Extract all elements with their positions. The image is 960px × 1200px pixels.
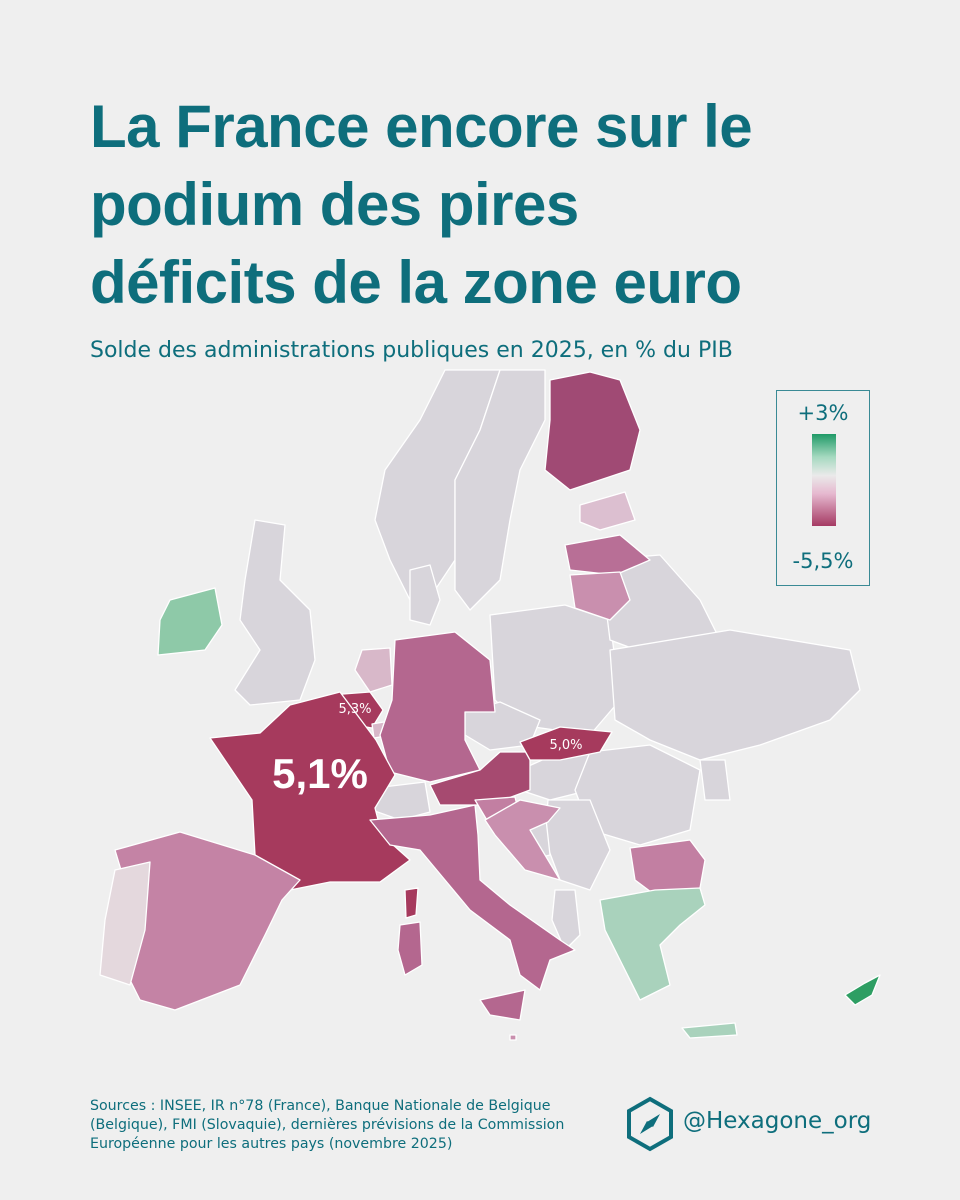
country-austria	[429, 751, 531, 806]
country-finland	[544, 371, 641, 491]
legend-max-label: +3%	[797, 401, 849, 425]
country-sicily	[479, 989, 526, 1021]
compass-hexagon-icon	[627, 1096, 673, 1152]
title-line-3: déficits de la zone euro	[90, 249, 742, 316]
country-greece	[599, 887, 706, 1001]
country-crete	[681, 1022, 738, 1039]
country-corsica	[404, 887, 419, 919]
sources-line-3: Européenne pour les autres pays (novembr…	[90, 1136, 453, 1152]
country-malta	[509, 1034, 517, 1041]
country-italy	[369, 804, 576, 991]
country-croatia	[484, 799, 561, 881]
europe-map: 5,1% 5,3% 5,0%	[99, 369, 881, 1041]
country-ukraine	[609, 629, 861, 761]
sources-line-1: Sources : INSEE, IR n°78 (France), Banqu…	[90, 1098, 551, 1114]
label-slovakia: 5,0%	[549, 738, 582, 753]
page-title: La France encore sur le podium des pires…	[90, 88, 890, 322]
sources-note: Sources : INSEE, IR n°78 (France), Banqu…	[90, 1097, 610, 1154]
country-sardinia	[397, 921, 423, 976]
color-legend: +3% -5,5%	[776, 390, 870, 586]
country-portugal	[99, 861, 151, 986]
country-moldova	[699, 759, 731, 801]
country-bulgaria	[629, 839, 706, 896]
brand-handle: @Hexagone_org	[683, 1108, 872, 1134]
label-belgium: 5,3%	[338, 702, 371, 717]
label-france: 5,1%	[272, 750, 368, 797]
country-estonia	[579, 491, 636, 531]
country-sweden	[454, 369, 546, 611]
legend-color-scale	[812, 434, 836, 526]
country-latvia	[564, 534, 651, 576]
country-netherlands	[354, 647, 393, 693]
sources-line-2: (Belgique), FMI (Slovaquie), dernières p…	[90, 1117, 565, 1133]
country-ireland	[157, 587, 223, 656]
country-germany	[379, 631, 496, 783]
legend-min-label: -5,5%	[792, 549, 854, 573]
country-slovakia	[519, 726, 613, 761]
title-line-1: La France encore sur le	[90, 93, 753, 160]
country-uk	[234, 519, 316, 706]
country-denmark	[409, 564, 441, 626]
title-line-2: podium des pires	[90, 171, 579, 238]
country-albania	[551, 889, 581, 951]
country-lithuania	[569, 571, 631, 621]
country-romania	[574, 744, 701, 846]
subtitle: Solde des administrations publiques en 2…	[90, 338, 733, 363]
country-cyprus	[844, 974, 881, 1006]
